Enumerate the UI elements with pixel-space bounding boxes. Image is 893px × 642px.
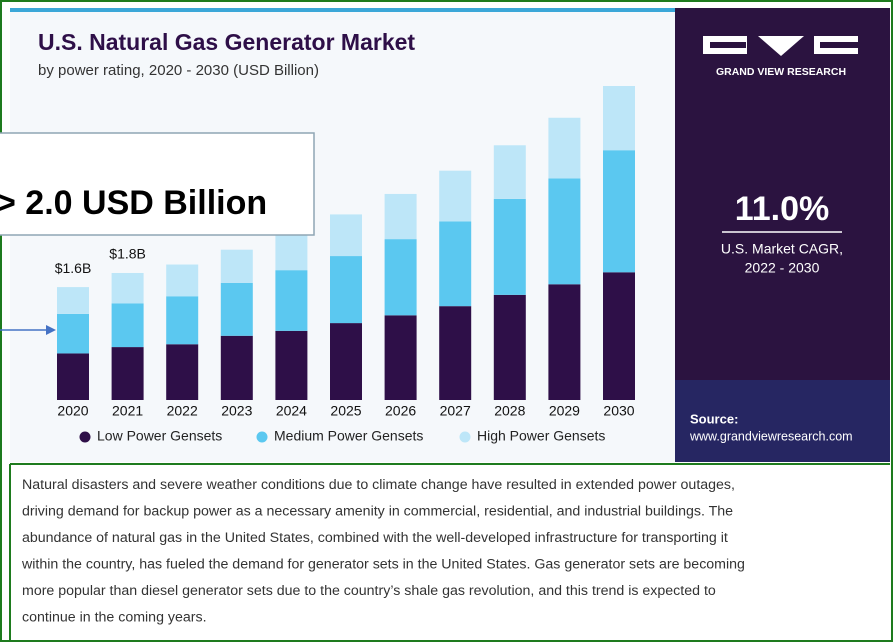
- source-band: [675, 380, 890, 462]
- top-strip: [10, 8, 675, 12]
- paragraph: Natural disasters and severe weather con…: [21, 477, 745, 626]
- x-tick-label: 2028: [494, 403, 525, 419]
- legend-marker: [256, 431, 268, 443]
- bar-segment: [548, 284, 581, 400]
- x-tick-label: 2022: [167, 403, 198, 419]
- x-tick-label: 2025: [330, 403, 361, 419]
- bar-segment: [220, 282, 253, 336]
- source-url: www.grandviewresearch.com: [689, 429, 853, 443]
- bar-segment: [603, 150, 635, 273]
- x-tick-label: 2029: [549, 403, 580, 419]
- bar-segment: [111, 272, 144, 304]
- bar-segment: [220, 335, 253, 400]
- bar-segment: [493, 198, 526, 295]
- cagr-value: 11.0%: [735, 190, 830, 228]
- bar-segment: [603, 272, 635, 400]
- paragraph-line: Natural disasters and severe weather con…: [22, 477, 735, 493]
- paragraph-line: more popular than diesel generator sets …: [22, 583, 716, 599]
- legend-label: High Power Gensets: [477, 428, 605, 444]
- x-tick-label: 2020: [57, 403, 88, 419]
- bar-segment: [330, 256, 362, 324]
- bar-segment: [111, 303, 144, 348]
- bar-segment: [493, 145, 526, 199]
- bar-segment: [275, 270, 308, 331]
- paragraph-line: abundance of natural gas in the United S…: [22, 530, 728, 546]
- legend-marker: [459, 431, 471, 443]
- paragraph-line: driving demand for backup power as a nec…: [22, 503, 733, 519]
- bar-segment: [111, 347, 144, 400]
- bar-segment: [603, 86, 635, 151]
- bar-segment: [439, 221, 472, 307]
- x-tick-label: 2026: [385, 403, 416, 419]
- paragraph-line: within the country, has fueled the deman…: [21, 556, 745, 572]
- source-label: Source:: [690, 411, 738, 426]
- chart-subtitle: by power rating, 2020 - 2030 (USD Billio…: [38, 62, 319, 79]
- bar-segment: [384, 315, 417, 400]
- brand: GRAND VIEW RESEARCH: [716, 66, 846, 78]
- cagr-label: 2022 - 2030: [745, 260, 820, 276]
- callout-box: [0, 132, 315, 236]
- bar-segment: [493, 294, 526, 400]
- x-tick-label: 2030: [603, 403, 634, 419]
- bar-segment: [57, 353, 89, 400]
- legend-label: Low Power Gensets: [97, 428, 222, 444]
- bar-segment: [548, 178, 581, 285]
- total-label: $1.8B: [109, 246, 146, 262]
- bar-segment: [548, 117, 581, 179]
- bar-segment: [166, 264, 199, 297]
- x-tick-label: 2027: [440, 403, 471, 419]
- callout: > 2.0 USD Billion: [0, 184, 267, 222]
- bar-segment: [439, 306, 472, 400]
- bar-segment: [57, 313, 89, 354]
- bar-segment: [439, 170, 472, 222]
- x-tick-label: 2024: [276, 403, 307, 419]
- cagr-label: U.S. Market CAGR,: [721, 241, 843, 257]
- bar-segment: [384, 239, 417, 316]
- bar-segment: [384, 193, 417, 240]
- bar-segment: [275, 232, 308, 271]
- legend-label: Medium Power Gensets: [274, 428, 423, 444]
- bar-segment: [220, 249, 253, 283]
- legend-marker: [79, 431, 91, 443]
- bar-segment: [330, 214, 362, 257]
- paragraph-line: continue in the coming years.: [22, 609, 207, 625]
- bar-segment: [330, 323, 362, 400]
- chart-title: U.S. Natural Gas Generator Market: [38, 29, 415, 55]
- plot: 2020 $1.6B 2021 $1.8B 2022 2023 2024 2025 2026 20…: [55, 86, 635, 444]
- bar-segment: [166, 296, 199, 345]
- x-tick-label: 2023: [221, 403, 252, 419]
- bar-segment: [57, 287, 89, 314]
- total-label: $1.6B: [55, 260, 92, 276]
- bar-segment: [166, 344, 199, 400]
- bar-segment: [275, 330, 308, 400]
- logo: [703, 36, 858, 56]
- x-tick-label: 2021: [112, 403, 143, 419]
